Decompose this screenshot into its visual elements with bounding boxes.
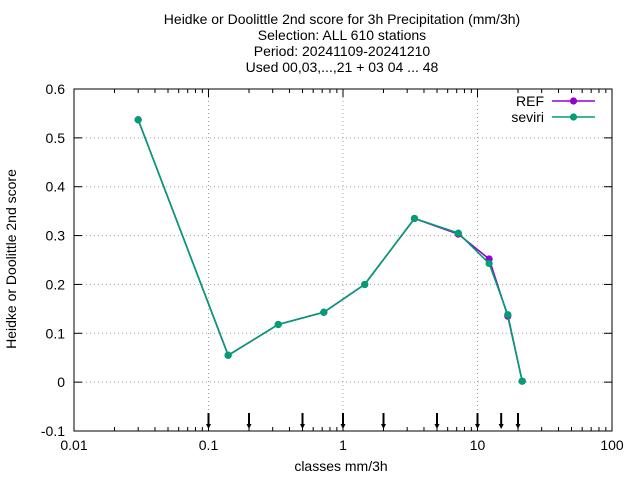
data-point (361, 280, 369, 289)
data-point (134, 116, 142, 124)
x-tick-label: 0.01 (60, 437, 87, 453)
y-tick-label: 0.3 (46, 228, 66, 244)
title-line-1: Heidke or Doolittle 2nd score for 3h Pre… (164, 11, 520, 27)
x-tick-labels: 0.01 0.1 1 10 100 (60, 437, 624, 453)
class-marker-head (515, 424, 521, 429)
class-markers (206, 413, 521, 429)
class-marker-head (498, 424, 504, 429)
series-seviri (134, 116, 526, 385)
y-tick-label: 0.1 (46, 325, 66, 341)
data-point (274, 320, 282, 329)
x-tick-label: 0.1 (199, 437, 219, 453)
class-marker-head (300, 424, 306, 429)
class-marker-head (246, 424, 252, 429)
x-tick-label: 10 (470, 437, 486, 453)
chart-title: Heidke or Doolittle 2nd score for 3h Pre… (164, 11, 520, 75)
y-tick-label: -0.1 (41, 423, 65, 439)
legend-marker (569, 113, 578, 121)
data-point (485, 259, 493, 268)
y-tick-label: 0 (57, 374, 65, 390)
data-point (518, 377, 526, 385)
legend-label: REF (516, 93, 544, 109)
data-point (410, 214, 419, 223)
grid (74, 89, 612, 431)
data-point (504, 311, 512, 319)
y-tick-label: 0.4 (46, 179, 66, 195)
x-tick-label: 100 (600, 437, 624, 453)
y-tick-labels: -0.1 0 0.1 0.2 0.3 0.4 0.5 0.6 (41, 81, 65, 439)
axis-ticks (73, 88, 613, 432)
y-tick-label: 0.6 (46, 81, 66, 97)
series-line (137, 119, 523, 382)
x-tick-label: 1 (339, 437, 347, 453)
y-tick-label: 0.2 (46, 276, 66, 292)
series-REF (134, 116, 526, 385)
plot-frame (73, 88, 613, 432)
y-tick-label: 0.5 (46, 130, 66, 146)
x-axis-label: classes mm/3h (294, 458, 387, 474)
legend-marker (569, 97, 578, 105)
series (134, 116, 526, 385)
data-point (454, 229, 462, 237)
y-axis-label: Heidke or Doolittle 2nd score (3, 169, 19, 349)
title-line-3: Period: 20241109-20241210 (254, 43, 431, 59)
series-line (137, 119, 523, 382)
legend-label: seviri (511, 109, 544, 125)
title-line-4: Used 00,03,...,21 + 03 04 ... 48 (246, 59, 439, 75)
data-point (224, 351, 232, 359)
class-marker-head (380, 424, 386, 429)
data-point (320, 308, 328, 316)
class-marker-head (434, 424, 440, 429)
title-line-2: Selection: ALL 610 stations (258, 27, 426, 43)
